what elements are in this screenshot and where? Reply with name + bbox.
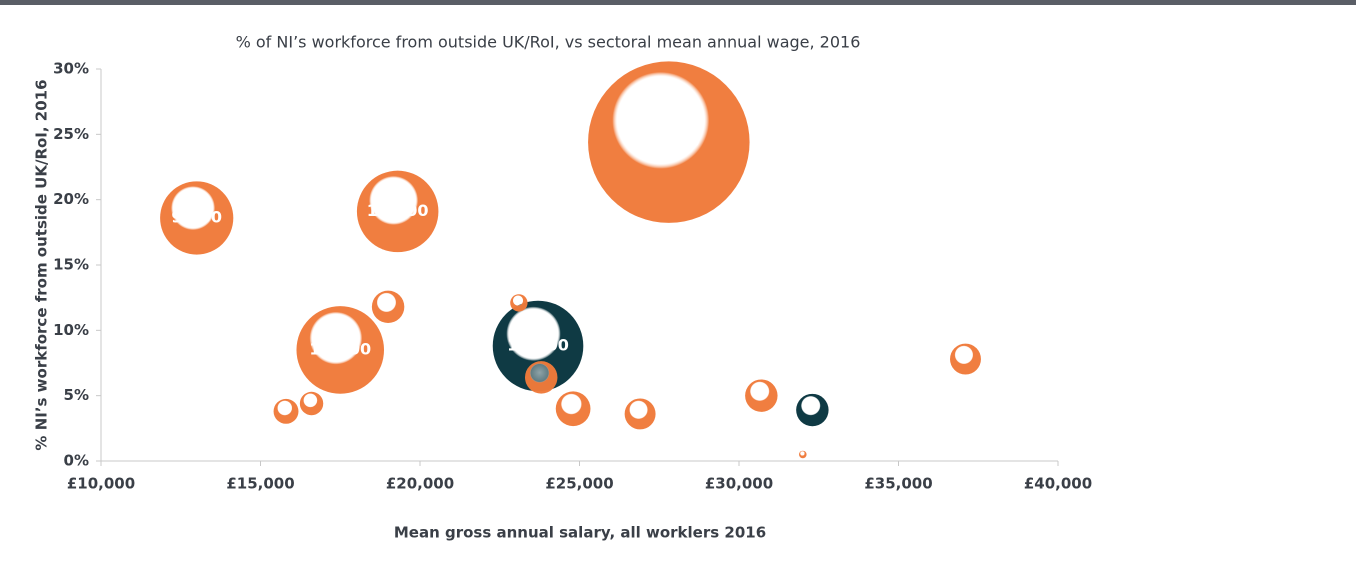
bubble — [160, 181, 234, 255]
bubble — [796, 393, 829, 427]
x-tick-label: £10,000 — [67, 475, 135, 493]
x-tick-label: £40,000 — [1024, 475, 1092, 493]
x-tick-label: £20,000 — [386, 475, 454, 493]
y-tick-label: 0% — [64, 452, 89, 470]
bubble — [950, 343, 981, 375]
data-label: 21,400 — [638, 132, 700, 151]
bubble — [588, 61, 750, 223]
bubble — [296, 306, 385, 394]
bubble — [524, 361, 558, 394]
bubble — [299, 391, 324, 416]
y-tick-label: 25% — [53, 125, 89, 143]
bubble — [799, 450, 807, 459]
bubble — [510, 294, 528, 312]
y-tick-label: 15% — [53, 256, 89, 274]
y-axis-title: % NI’s workforce from outside UK/RoI, 20… — [33, 79, 51, 450]
x-tick-label: £25,000 — [545, 475, 613, 493]
bubble — [624, 398, 656, 430]
x-axis-title: Mean gross annual salary, all worklers 2… — [394, 524, 766, 542]
top-rule — [0, 0, 1356, 5]
x-tick-label: £35,000 — [864, 475, 932, 493]
y-tick-label: 10% — [53, 321, 89, 339]
x-tick-label: £15,000 — [226, 475, 294, 493]
data-label: 12,000 — [507, 336, 569, 355]
bubble — [356, 170, 439, 253]
y-tick-label: 20% — [53, 190, 89, 208]
bubble — [745, 379, 778, 412]
x-tick-label: £30,000 — [705, 475, 773, 493]
y-tick-label: 5% — [64, 386, 89, 404]
bubble — [273, 398, 299, 424]
bubble — [371, 290, 405, 324]
bubble — [555, 391, 591, 427]
data-label: 9,700 — [171, 207, 222, 226]
bubble — [492, 300, 584, 392]
data-label: 10,800 — [367, 201, 429, 220]
chart-title: % of NI’s workforce from outside UK/RoI,… — [236, 33, 861, 52]
y-tick-label: 30% — [53, 60, 89, 78]
data-label: 11,600 — [309, 339, 371, 358]
